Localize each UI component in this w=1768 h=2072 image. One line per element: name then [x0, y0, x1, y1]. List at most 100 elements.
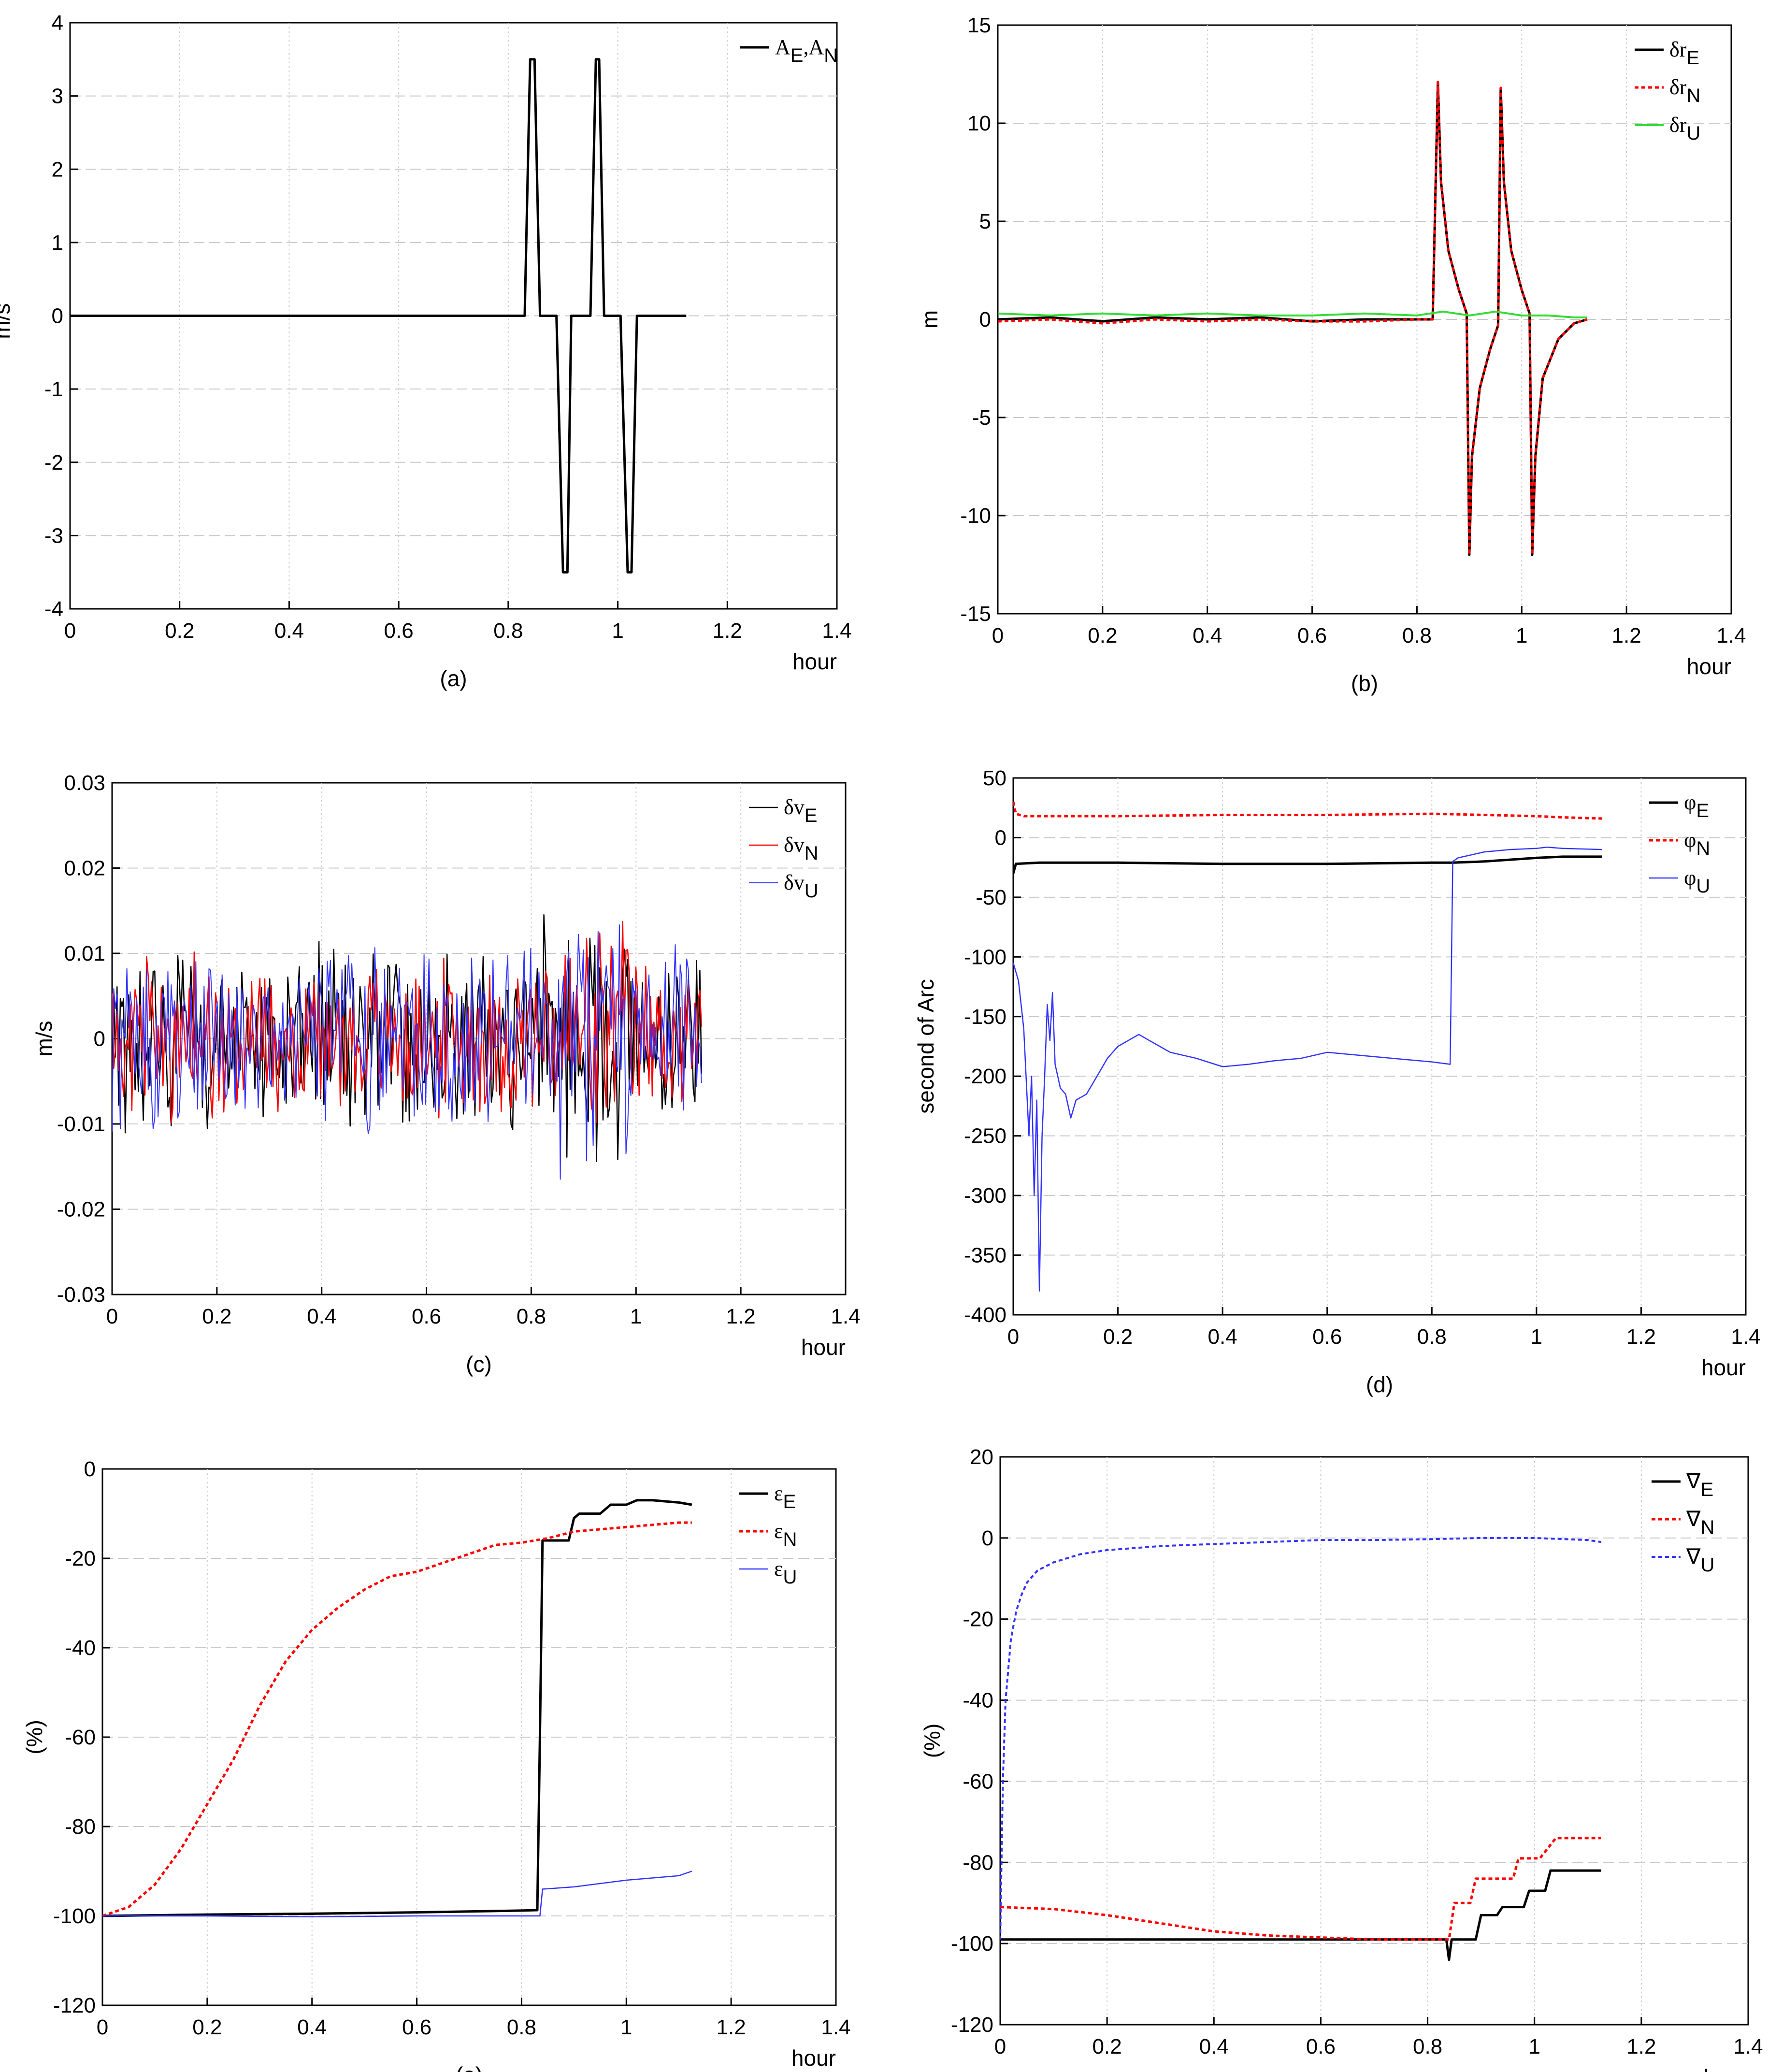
series-line-b-e: [998, 81, 1588, 556]
x-tick-label: 0: [64, 619, 76, 643]
series-line-c-n: [112, 921, 703, 1123]
chart-f: 0 0.2 0.4 0.6 0.8 1 1.2 1.4 -120 -100 -80 -60 -40 -20…: [920, 1445, 1763, 2072]
x-tick-label: 0: [106, 1305, 118, 1328]
legend-name: ε: [774, 1557, 783, 1581]
x-tick-label: 0.6: [412, 1305, 441, 1328]
y-tick-label: 0: [94, 1027, 105, 1051]
y-axis-label: (%): [22, 1720, 47, 1755]
caption-c: (c): [466, 1352, 492, 1377]
caption-d: (d): [1366, 1372, 1393, 1397]
y-tick-label: 20: [970, 1445, 993, 1469]
y-axis-label-group: m/s: [31, 1021, 57, 1056]
legend-name: ∇: [1686, 1545, 1701, 1568]
y-tick-label: 0.02: [64, 857, 105, 880]
x-tick-label: 1.2: [1626, 1325, 1656, 1349]
plot-frame: [999, 1456, 1749, 2026]
legend-name: ε: [774, 1519, 783, 1543]
legend-sub: N: [783, 1529, 797, 1550]
series-line-d-u: [1013, 846, 1602, 1292]
y-tick-label: 5: [979, 210, 991, 233]
y-axis-label-main: m: [917, 310, 942, 329]
y-tick-label: -100: [951, 1932, 993, 1956]
legend-label: εU: [774, 1557, 797, 1588]
y-tick-label: 2: [52, 158, 63, 181]
legend-name: δv: [784, 795, 805, 819]
legend-label: εN: [774, 1519, 797, 1550]
y-tick-label: 10: [967, 112, 991, 135]
legend-sub: N: [1696, 838, 1710, 859]
series-line-f-n: [1000, 1837, 1601, 1941]
y-tick-label: -20: [65, 1547, 96, 1570]
chart-c: 0 0.2 0.4 0.6 0.8 1 1.2 1.4 -0.03 -0.02 -0.01 0 0.01…: [31, 771, 861, 1377]
legend-sub: E: [805, 805, 818, 826]
x-tick-label: 1.2: [726, 1305, 756, 1328]
legend-sub: N: [805, 843, 819, 864]
x-tick-label: 0: [97, 2015, 108, 2039]
series-line-a-e: [70, 58, 687, 574]
legend-sub: E: [783, 1491, 796, 1512]
x-tick-label: 0.8: [493, 619, 523, 643]
chart-d: 0 0.2 0.4 0.6 0.8 1 1.2 1.4 -400 -350 -300 -250 -200…: [913, 766, 1761, 1397]
legend-name: φ: [1684, 866, 1696, 890]
y-axis-label-sup: 2: [0, 292, 4, 303]
legend-label: δrN: [1669, 75, 1700, 106]
legend-sub: U: [805, 880, 819, 902]
y-tick-label: -0.01: [57, 1112, 105, 1136]
y-tick-label: 3: [52, 85, 63, 108]
y-tick-label: -80: [65, 1815, 96, 1839]
legend-name: φ: [1684, 791, 1696, 814]
legend-label: δvE: [784, 795, 817, 826]
y-tick-label: 0: [84, 1457, 96, 1481]
legend-label: φN: [1684, 828, 1710, 859]
y-tick-label: 50: [983, 766, 1006, 790]
x-tick-label: 1: [1528, 2035, 1540, 2058]
x-axis-label: hour: [791, 2045, 836, 2071]
legend-label: φE: [1684, 791, 1709, 821]
y-axis-label-main: second of Arc: [913, 979, 938, 1114]
x-tick-label: 1: [612, 619, 623, 643]
y-tick-label: -60: [963, 1770, 993, 1793]
x-tick-label: 0.8: [517, 1305, 546, 1328]
x-tick-label: 0.6: [384, 619, 414, 643]
y-tick-label: -200: [964, 1065, 1006, 1088]
series-line-f-e: [1000, 1869, 1601, 1961]
legend-sub: U: [783, 1567, 797, 1588]
series-line-e-e: [102, 1499, 692, 1917]
caption-a: (a): [440, 666, 467, 691]
x-tick-label: 0.2: [202, 1305, 231, 1328]
x-tick-label: 0.4: [274, 619, 304, 643]
x-tick-label: 0.4: [297, 2015, 327, 2039]
y-tick-label: -40: [65, 1636, 96, 1660]
chart-b: 0 0.2 0.4 0.6 0.8 1 1.2 1.4 -15 -10 -5 0 5 10 15 hour m (…: [917, 14, 1746, 696]
x-tick-label: 0: [992, 624, 1004, 648]
x-tick-label: 0.4: [307, 1305, 336, 1328]
series-line-c-u: [112, 924, 702, 1180]
plot-frame: [1012, 777, 1747, 1316]
y-tick-label: -80: [963, 1851, 993, 1874]
y-tick-label: -150: [964, 1005, 1006, 1029]
y-axis-label-group: (%): [22, 1720, 47, 1755]
caption-e: (e): [456, 2062, 483, 2072]
x-tick-label: 1: [620, 2015, 632, 2039]
legend-label: φU: [1684, 866, 1710, 897]
legend-label: εE: [774, 1482, 796, 1512]
x-tick-label: 0.6: [1312, 1325, 1342, 1349]
y-axis-label: m/s: [31, 1021, 57, 1056]
y-axis-label-main: m/s: [31, 1021, 57, 1056]
x-tick-label: 0.4: [1199, 2035, 1229, 2058]
legend-label: AE,AN: [775, 35, 838, 66]
x-tick-label: 0.6: [1297, 624, 1327, 648]
y-tick-label: -300: [964, 1184, 1006, 1208]
legend-label: δrE: [1669, 38, 1699, 69]
x-tick-label: 0.8: [1413, 2035, 1442, 2058]
x-tick-label: 1.2: [717, 2015, 746, 2039]
y-tick-label: -15: [960, 602, 991, 626]
y-tick-label: -120: [951, 2013, 993, 2037]
x-tick-label: 0.4: [1208, 1325, 1237, 1349]
x-tick-label: 1.4: [831, 1305, 860, 1328]
legend-sub: E: [1700, 1479, 1713, 1500]
x-tick-label: 0.2: [1103, 1325, 1133, 1349]
x-tick-label: 0.2: [1088, 624, 1117, 648]
x-axis-label: hour: [801, 1335, 846, 1360]
